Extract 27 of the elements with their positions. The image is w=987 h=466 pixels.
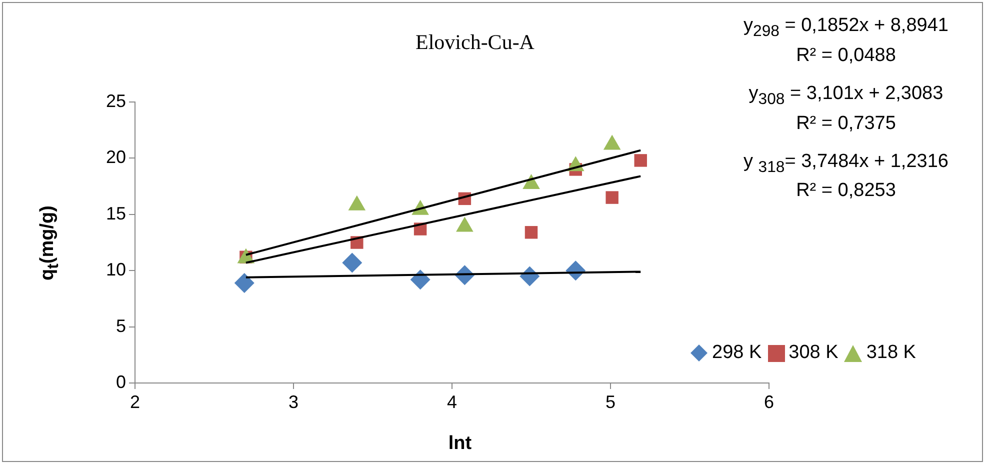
x-tick-label: 5 bbox=[605, 392, 616, 412]
x-tick-label: 4 bbox=[446, 392, 458, 412]
y-tick-label: 5 bbox=[116, 316, 126, 336]
y-tick-label: 10 bbox=[106, 260, 126, 280]
point bbox=[606, 191, 618, 204]
y-tick-label: 25 bbox=[106, 90, 126, 111]
x-tick-label: 3 bbox=[288, 392, 299, 412]
y-tick-label: 20 bbox=[106, 147, 126, 168]
annotation: y$_{308}$ = 3,101x + 2,3083 bbox=[748, 82, 944, 110]
text: y$_{298}$ = 0,1852x + 8,8941 bbox=[742, 14, 950, 42]
text: R² = 0,7375 bbox=[795, 112, 897, 136]
x-axis-title: lnt bbox=[447, 433, 473, 455]
point bbox=[234, 272, 254, 293]
point bbox=[603, 134, 621, 150]
legend-label: 318 K bbox=[866, 342, 916, 364]
annotation: y $_{318}$= 3,7484x + 1,2316 bbox=[742, 150, 950, 178]
x-tick-label: 6 bbox=[764, 392, 774, 412]
y-tick-label: 15 bbox=[106, 203, 126, 224]
legend-label: 308 K bbox=[788, 342, 838, 364]
legend-label: 298 K bbox=[712, 342, 762, 364]
y-tick-label: 0 bbox=[116, 372, 126, 392]
chart-title: Elovich-Cu-A bbox=[414, 30, 536, 55]
text: R² = 0,8253 bbox=[795, 179, 897, 204]
text: R² = 0,0488 bbox=[795, 44, 897, 68]
x-tick-label: 2 bbox=[130, 392, 140, 412]
point bbox=[342, 252, 362, 273]
point bbox=[524, 226, 538, 239]
